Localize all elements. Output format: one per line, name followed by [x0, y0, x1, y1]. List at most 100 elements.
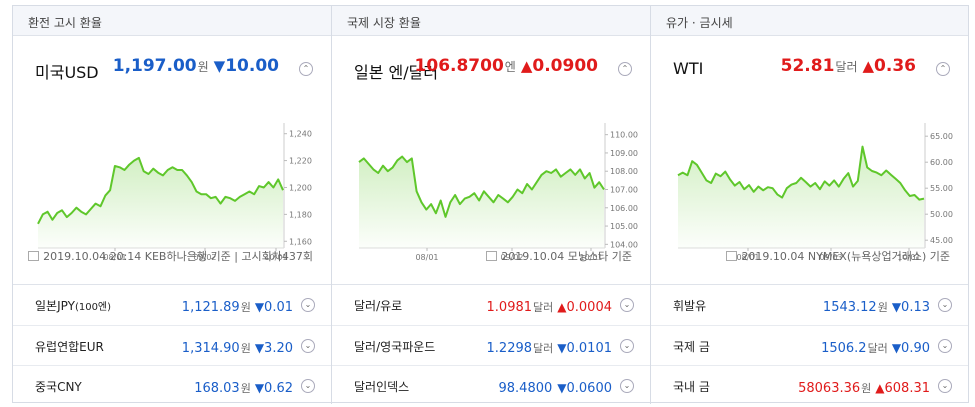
currency-name[interactable]: 미국USD — [35, 63, 99, 82]
main-quote: 미국USD 1,197.00원 ▼10.00 ⌃ 1,240 1,220 1,200 1… — [13, 36, 331, 284]
table-row[interactable]: 일본JPY(100엔) 1,121.89원 ▼0.01 ⌄ — [13, 285, 331, 325]
row-change: 608.31 — [884, 381, 931, 396]
expand-icon[interactable]: ⌄ — [620, 379, 634, 393]
quote-unit: 달러 — [835, 60, 858, 74]
row-name: 달러/영국파운드 — [354, 338, 435, 355]
row-number: 1.0981 — [486, 300, 533, 315]
collapse-toggle-icon[interactable]: ⌃ — [299, 62, 313, 76]
table-row[interactable]: 휘발유 1543.12원 ▼0.13 ⌄ — [651, 285, 968, 325]
row-name: 달러/유로 — [354, 297, 402, 314]
y-tick-label: 1,220 — [289, 157, 312, 166]
row-change: 0.0101 — [566, 341, 613, 356]
source-note: 2019.10.04 20:14 KEB하나은행 기준 | 고시회차437회 — [28, 248, 313, 264]
y-tick-label: 1,180 — [289, 210, 312, 219]
row-number: 1.2298 — [486, 341, 533, 356]
row-value: 168.03원 ▼0.62 — [194, 377, 293, 396]
row-value: 1543.12원 ▼0.13 — [823, 296, 930, 315]
down-arrow-icon: ▼ — [254, 300, 265, 314]
currency-name[interactable]: 일본 엔/달러 — [354, 63, 439, 82]
expand-icon[interactable]: ⌄ — [938, 298, 952, 312]
series-line — [358, 155, 605, 218]
main-quote: 일본 엔/달러 106.8700엔 ▲0.0900 ⌃ 110.00 109.00 1… — [332, 36, 650, 284]
y-tick-label: 50.00 — [930, 210, 953, 219]
row-change: 0.90 — [901, 341, 930, 356]
row-unit: 달러 — [533, 301, 554, 314]
row-name: 국내 금 — [673, 378, 710, 395]
row-change: 0.0600 — [566, 381, 613, 396]
row-unit: 원 — [240, 342, 251, 355]
row-change: 0.0004 — [566, 300, 613, 315]
section-exchange-notice: 환전 고시 환율 미국USD 1,197.00원 ▼10.00 ⌃ 1,240 1,… — [13, 6, 331, 404]
commodity-name[interactable]: WTI — [673, 59, 704, 78]
expand-icon[interactable]: ⌄ — [301, 379, 315, 393]
series-line — [677, 145, 925, 201]
row-value: 1,314.90원 ▼3.20 — [182, 337, 293, 356]
expand-icon[interactable]: ⌄ — [301, 298, 315, 312]
quote-number: 106.8700 — [414, 56, 504, 76]
quote-title-row: 미국USD 1,197.00원 ▼10.00 ⌃ — [35, 56, 313, 86]
y-tick-label: 105.00 — [610, 222, 638, 231]
table-row[interactable]: 달러/유로 1.0981달러 ▲0.0004 ⌄ — [332, 285, 650, 325]
area-fill — [359, 156, 604, 248]
table-row[interactable]: 유럽연합EUR 1,314.90원 ▼3.20 ⌄ — [13, 325, 331, 365]
quote-unit: 원 — [197, 60, 209, 74]
expand-icon[interactable]: ⌄ — [620, 339, 634, 353]
main-quote: WTI 52.81달러 ▲0.36 ⌃ 65.00 60.00 55.00 50.00 4… — [651, 36, 968, 284]
collapse-toggle-icon[interactable]: ⌃ — [936, 62, 950, 76]
row-number: 1,314.90 — [181, 341, 240, 356]
table-row[interactable]: 달러/영국파운드 1.2298달러 ▼0.0101 ⌄ — [332, 325, 650, 365]
x-tick-label: 09/02 — [500, 253, 523, 262]
up-arrow-icon: ▲ — [875, 381, 885, 395]
x-tick-label: 09/02 — [193, 253, 216, 262]
jpy-line-chart: 110.00 109.00 108.00 107.00 106.00 105.00 104.… — [358, 123, 638, 262]
quote-value: 52.81달러 ▲0.36 — [781, 56, 916, 76]
row-unit: 원 — [240, 382, 251, 395]
exchange-rate-widget: 환전 고시 환율 미국USD 1,197.00원 ▼10.00 ⌃ 1,240 1,… — [12, 5, 969, 405]
row-number: 58063.36 — [798, 381, 861, 396]
x-tick-label: 09/03 — [819, 253, 842, 262]
quote-value: 1,197.00원 ▼10.00 — [113, 56, 279, 76]
row-name: 달러인덱스 — [354, 378, 409, 395]
collapse-toggle-icon[interactable]: ⌃ — [618, 62, 632, 76]
y-tick-label: 108.00 — [610, 167, 638, 176]
row-name-text: 유럽연합EUR — [35, 340, 104, 354]
document-icon — [726, 251, 738, 261]
x-tick-label: 08/01 — [103, 253, 126, 262]
source-text: 2019.10.04 20:14 KEB하나은행 기준 | 고시회차437회 — [43, 250, 313, 263]
y-tick-label: 109.00 — [610, 149, 638, 158]
expand-icon[interactable]: ⌄ — [301, 339, 315, 353]
row-number: 98.4800 — [498, 381, 553, 396]
table-row[interactable]: 국제 금 1506.2달러 ▼0.90 ⌄ — [651, 325, 968, 365]
source-note: 2019.10.04 NYMEX(뉴욕상업거래소) 기준 — [726, 248, 950, 264]
row-change: 3.20 — [264, 341, 293, 356]
expand-icon[interactable]: ⌄ — [938, 339, 952, 353]
row-name: 중국CNY — [35, 378, 82, 395]
quote-value: 106.8700엔 ▲0.0900 — [415, 56, 598, 76]
down-arrow-icon: ▼ — [891, 341, 902, 355]
wti-line-chart: 65.00 60.00 55.00 50.00 45.00 08/01 09/03 10/01 — [677, 123, 953, 262]
expand-icon[interactable]: ⌄ — [938, 379, 952, 393]
change-arrow-icon: ▲ — [862, 57, 875, 75]
x-tick-label: 08/01 — [736, 253, 759, 262]
y-tick-label: 104.00 — [610, 240, 638, 249]
table-row[interactable]: 중국CNY 168.03원 ▼0.62 ⌄ — [13, 365, 331, 405]
down-arrow-icon: ▼ — [891, 300, 902, 314]
y-tick-label: 45.00 — [930, 236, 953, 245]
row-name-text: 휘발유 — [673, 299, 707, 313]
row-name-text: 달러/유로 — [354, 299, 403, 313]
table-row[interactable]: 국내 금 58063.36원 ▲608.31 ⌄ — [651, 365, 968, 405]
rate-table: 달러/유로 1.0981달러 ▲0.0004 ⌄ 달러/영국파운드 1.2298달… — [332, 284, 650, 405]
quote-change: 0.0900 — [532, 56, 598, 76]
quote-change: 10.00 — [225, 56, 279, 76]
down-arrow-icon: ▼ — [254, 341, 265, 355]
row-value: 1.0981달러 ▲0.0004 — [487, 296, 612, 315]
table-row[interactable]: 달러인덱스 98.4800 ▼0.0600 ⌄ — [332, 365, 650, 405]
x-tick-label: 10/01 — [264, 253, 287, 262]
row-name-text: 달러/영국파운드 — [354, 340, 436, 354]
y-tick-label: 55.00 — [930, 184, 953, 193]
row-name: 국제 금 — [673, 338, 710, 355]
y-tick-label: 1,240 — [289, 130, 312, 139]
quote-number: 52.81 — [780, 56, 835, 76]
quote-title-row: 일본 엔/달러 106.8700엔 ▲0.0900 ⌃ — [354, 56, 632, 86]
expand-icon[interactable]: ⌄ — [620, 298, 634, 312]
